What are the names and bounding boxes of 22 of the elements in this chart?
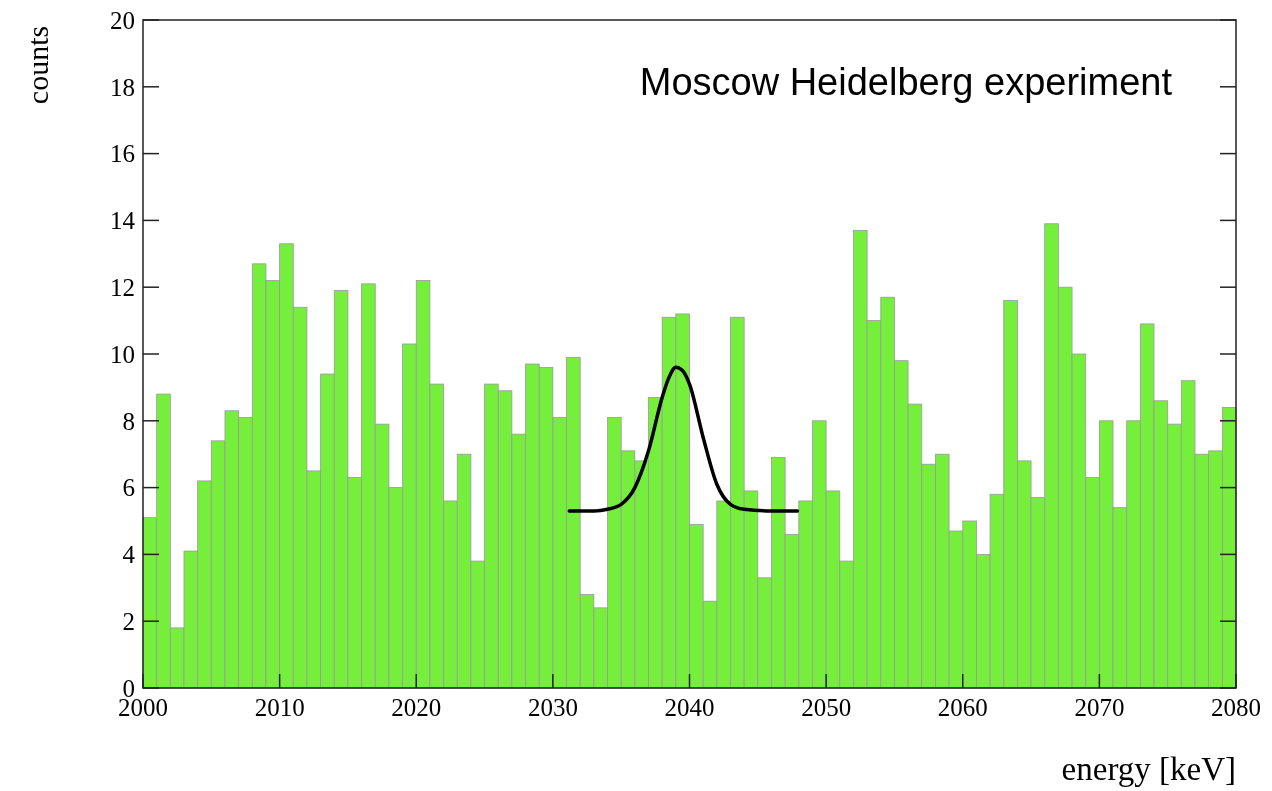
x-tick-label: 2010 bbox=[254, 694, 305, 721]
y-axis-title: counts bbox=[21, 25, 54, 105]
y-tick-label: 10 bbox=[110, 340, 135, 368]
y-tick-label: 2 bbox=[122, 607, 135, 635]
line-series bbox=[567, 365, 800, 513]
y-tick-label: 8 bbox=[122, 407, 135, 435]
y-tick-label: 20 bbox=[110, 6, 135, 34]
y-tick-label: 6 bbox=[122, 474, 135, 502]
x-tick-label: 2030 bbox=[527, 694, 578, 721]
x-tick-label: 2050 bbox=[801, 694, 852, 721]
annotation: Moscow Heidelberg experiment bbox=[639, 61, 1173, 103]
x-tick-label: 2060 bbox=[937, 694, 988, 721]
x-tick-label: 2040 bbox=[664, 694, 715, 721]
y-tick-label: 18 bbox=[110, 73, 135, 101]
y-tick-label: 4 bbox=[122, 541, 136, 569]
y-tick-label: 12 bbox=[110, 273, 135, 301]
x-tick-label: 2020 bbox=[391, 694, 442, 721]
x-tick-label: 2070 bbox=[1074, 694, 1125, 721]
x-axis-title: energy [keV] bbox=[1061, 751, 1236, 787]
x-tick-label: 2080 bbox=[1211, 694, 1261, 721]
y-tick-label: 16 bbox=[110, 140, 135, 168]
y-tick-label: 14 bbox=[110, 207, 136, 235]
